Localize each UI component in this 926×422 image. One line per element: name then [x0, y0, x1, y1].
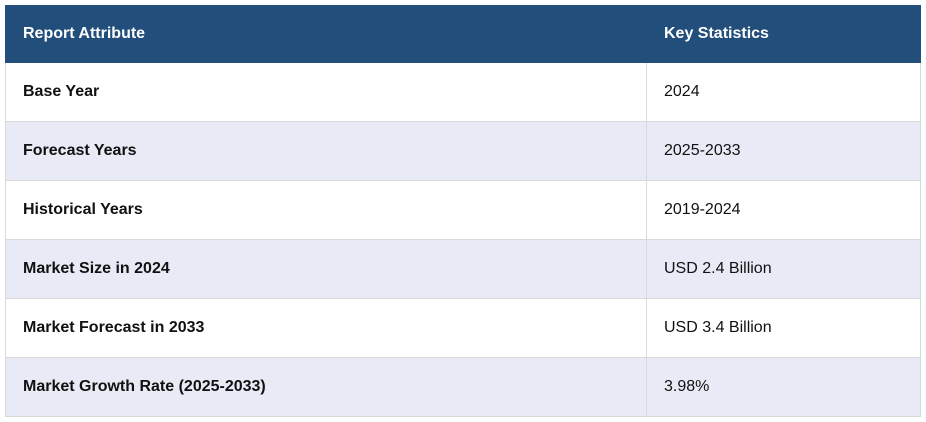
- header-row: Report Attribute Key Statistics: [5, 5, 921, 63]
- attribute-cell: Market Growth Rate (2025-2033): [5, 357, 647, 417]
- value-cell: USD 2.4 Billion: [646, 239, 921, 299]
- table-row: Market Growth Rate (2025-2033) 3.98%: [5, 357, 921, 417]
- table-row: Forecast Years 2025-2033: [5, 121, 921, 181]
- attribute-cell: Market Size in 2024: [5, 239, 647, 299]
- value-cell: 2019-2024: [646, 180, 921, 240]
- table-row: Historical Years 2019-2024: [5, 180, 921, 240]
- report-table: Report Attribute Key Statistics Base Yea…: [5, 5, 921, 417]
- header-cell: Key Statistics: [646, 5, 921, 63]
- value-cell: 2024: [646, 62, 921, 122]
- attribute-cell: Historical Years: [5, 180, 647, 240]
- header-cell: Report Attribute: [5, 5, 647, 63]
- table-header: Report Attribute Key Statistics: [5, 5, 921, 63]
- attribute-cell: Base Year: [5, 62, 647, 122]
- table-body: Base Year 2024 Forecast Years 2025-2033 Hist…: [5, 62, 921, 417]
- value-cell: 2025-2033: [646, 121, 921, 181]
- value-cell: USD 3.4 Billion: [646, 298, 921, 358]
- attribute-cell: Market Forecast in 2033: [5, 298, 647, 358]
- table-row: Market Size in 2024 USD 2.4 Billion: [5, 239, 921, 299]
- attribute-cell: Forecast Years: [5, 121, 647, 181]
- table-row: Base Year 2024: [5, 62, 921, 122]
- table-row: Market Forecast in 2033 USD 3.4 Billion: [5, 298, 921, 358]
- value-cell: 3.98%: [646, 357, 921, 417]
